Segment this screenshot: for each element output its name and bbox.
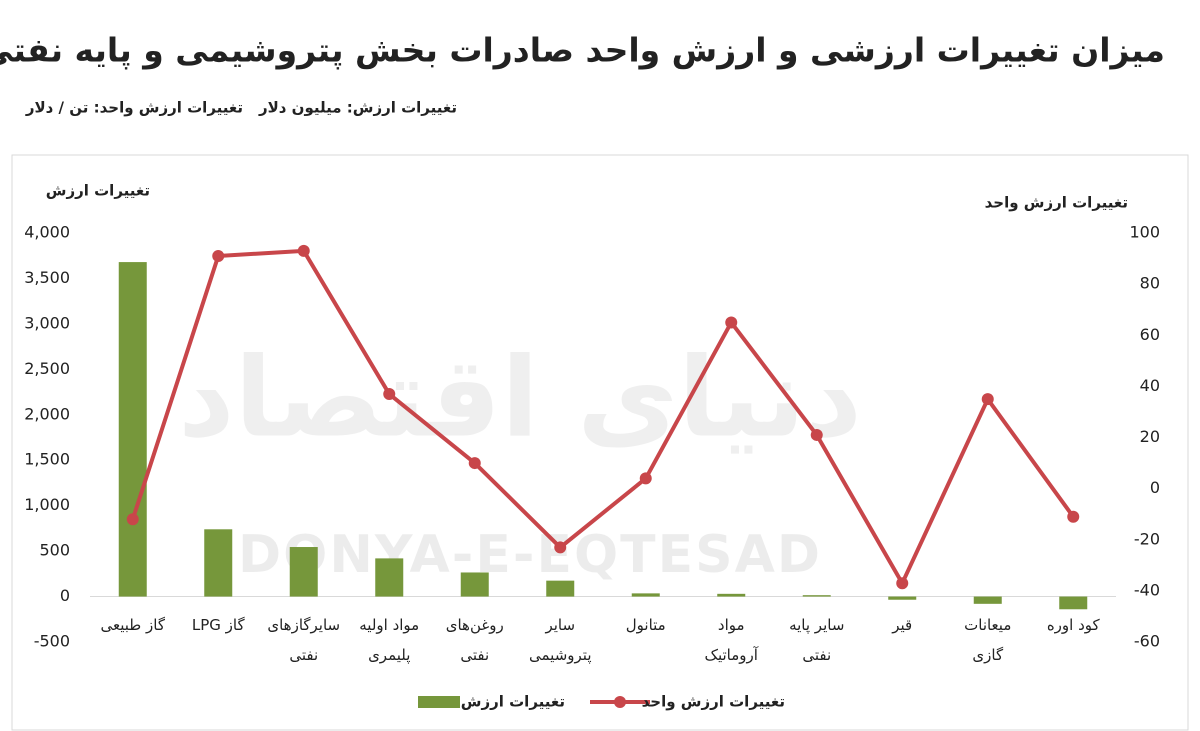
- marker: [554, 541, 567, 554]
- chart-title: میزان تغییرات ارزشی و ارزش واحد صادرات ب…: [0, 31, 1165, 71]
- y-tick-label: -500: [34, 632, 70, 651]
- x-tick-label: مواد: [718, 616, 745, 634]
- y2-tick-label: -20: [1134, 529, 1160, 548]
- marker: [1067, 510, 1080, 523]
- marker: [468, 457, 481, 470]
- marker: [383, 388, 396, 401]
- bar: [375, 558, 404, 597]
- y-tick-label: 1,500: [24, 450, 70, 469]
- marker: [297, 244, 310, 257]
- marker: [981, 393, 994, 406]
- y-tick-label: 4,000: [24, 223, 70, 242]
- y2-tick-label: -40: [1134, 580, 1160, 599]
- x-tick-label: پتروشیمی: [529, 646, 592, 665]
- bar: [631, 593, 660, 597]
- x-tick-label: کود اوره: [1047, 616, 1101, 634]
- y2-tick-label: 0: [1150, 478, 1160, 497]
- x-tick-label: میعانات: [964, 616, 1011, 634]
- marker: [212, 250, 225, 263]
- y2-axis-title: تغییرات ارزش واحد: [985, 194, 1128, 212]
- x-tick-label: نفتی: [802, 646, 831, 664]
- y-tick-label: 2,500: [24, 359, 70, 378]
- watermark: دنیای اقتصاد: [178, 333, 862, 461]
- bar: [289, 547, 318, 597]
- y-tick-label: 1,000: [24, 495, 70, 514]
- legend-label: تغییرات ارزش: [461, 693, 565, 711]
- bar: [717, 593, 746, 597]
- x-tick-label: پلیمری: [368, 646, 410, 665]
- bar: [118, 262, 147, 597]
- bar: [802, 595, 831, 597]
- x-tick-label: نفتی: [289, 646, 318, 664]
- marker: [126, 513, 139, 526]
- chart-frame: [11, 154, 1189, 731]
- marker: [896, 577, 909, 590]
- x-tick-label: روغن‌های: [446, 616, 504, 634]
- marker: [725, 316, 738, 329]
- legend-label: تغییرات ارزش واحد: [642, 693, 785, 711]
- y-tick-label: 3,000: [24, 313, 70, 332]
- x-tick-label: گاز طبیعی: [101, 616, 166, 634]
- x-tick-label: مواد اولیه: [359, 616, 419, 634]
- bar: [460, 572, 489, 597]
- x-tick-label: متانول: [626, 616, 666, 634]
- y-tick-label: 3,500: [24, 268, 70, 287]
- y-tick-label: 0: [60, 586, 70, 605]
- x-tick-label: آروماتیک: [705, 646, 759, 664]
- legend-swatch: [614, 696, 626, 708]
- y2-tick-label: 60: [1140, 325, 1160, 344]
- bar: [973, 596, 1002, 604]
- line: [130, 248, 1075, 586]
- marker: [639, 472, 652, 485]
- subtitle: تغییرات ارزش واحد: تن / دلار: [25, 99, 243, 117]
- x-tick-label: سایر پایه: [789, 616, 844, 635]
- bar: [888, 596, 917, 600]
- legend-swatch: [418, 696, 460, 708]
- x-tick-label: سایر: [544, 616, 575, 634]
- x-tick-label: گاز LPG: [192, 616, 246, 634]
- y-axis-title: تغییرات ارزش: [46, 182, 150, 200]
- y-tick-label: 500: [39, 541, 70, 560]
- x-tick-label: نفتی: [460, 646, 489, 664]
- y2-tick-label: 20: [1140, 427, 1160, 446]
- marker: [810, 428, 823, 441]
- y-tick-label: 2,000: [24, 404, 70, 423]
- subtitle: تغییرات ارزش: میلیون دلار: [258, 99, 457, 117]
- y2-tick-label: 40: [1140, 376, 1160, 395]
- watermark: DONYA-E-EQTESAD: [238, 525, 822, 585]
- bar: [204, 529, 233, 597]
- y2-tick-label: 80: [1140, 274, 1160, 293]
- x-tick-label: قیر: [891, 616, 912, 634]
- bar: [546, 580, 575, 597]
- x-tick-label: گازی: [972, 646, 1004, 664]
- x-tick-label: سایرگازهای: [267, 616, 340, 634]
- bar: [1059, 596, 1088, 610]
- y2-tick-label: -60: [1134, 632, 1160, 651]
- y2-tick-label: 100: [1129, 223, 1160, 242]
